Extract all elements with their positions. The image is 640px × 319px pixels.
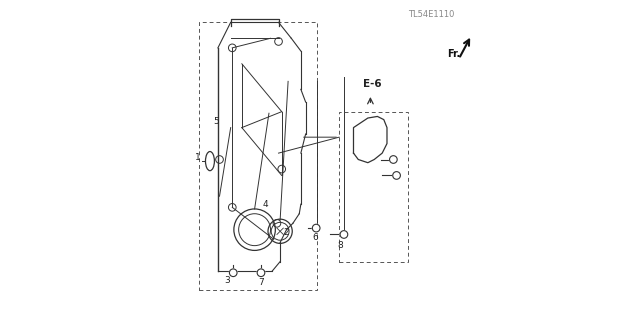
Bar [199, 22, 317, 290]
Text: 2: 2 [284, 228, 289, 237]
Text: 4: 4 [263, 200, 269, 209]
Circle shape [229, 269, 237, 277]
Text: E-6: E-6 [364, 79, 382, 89]
Text: 6: 6 [312, 233, 318, 242]
Circle shape [312, 224, 320, 232]
Text: 1: 1 [195, 153, 201, 162]
Text: 7: 7 [258, 278, 264, 287]
Text: 3: 3 [225, 276, 230, 285]
Circle shape [257, 269, 265, 277]
Text: 5: 5 [214, 117, 219, 126]
Bar [339, 112, 408, 262]
Text: 8: 8 [338, 241, 344, 250]
Circle shape [390, 156, 397, 163]
Circle shape [340, 231, 348, 238]
Circle shape [393, 172, 401, 179]
Text: Fr.: Fr. [447, 49, 460, 59]
Text: TL54E1110: TL54E1110 [408, 10, 454, 19]
